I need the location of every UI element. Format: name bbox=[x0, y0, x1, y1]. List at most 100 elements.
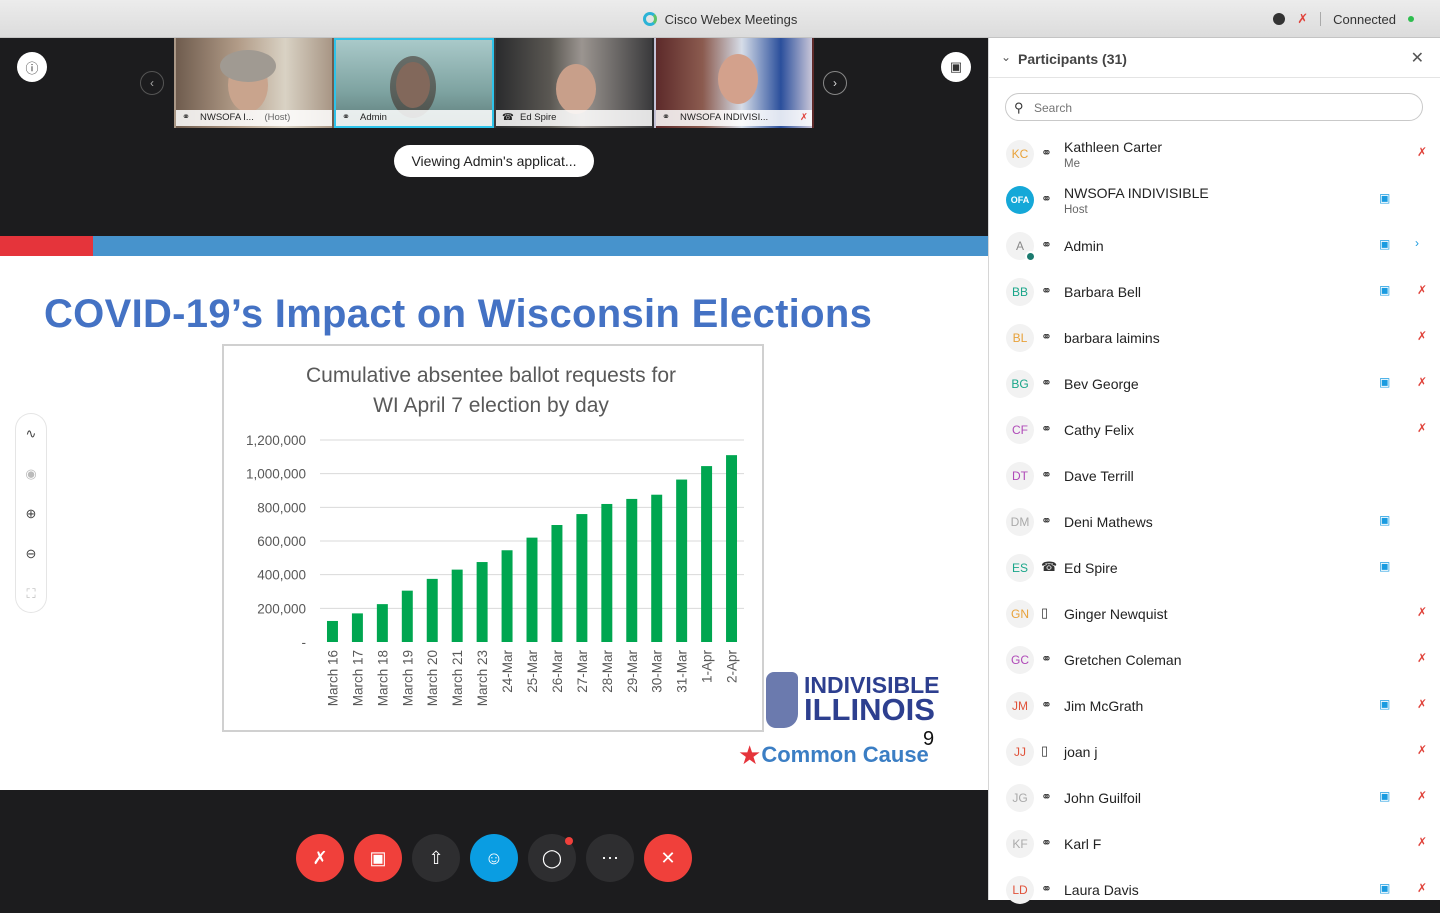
participant-row[interactable]: BB ⚭ Barbara Bell ▣ ✗ bbox=[989, 269, 1440, 315]
avatar-initials: BL bbox=[1012, 331, 1028, 345]
chat-button[interactable]: ◯ bbox=[528, 834, 576, 882]
chart-bar bbox=[476, 562, 488, 642]
chart-bar bbox=[701, 466, 713, 642]
slide-accent-red bbox=[0, 236, 93, 256]
mic-muted-icon[interactable]: ✗ bbox=[1417, 835, 1428, 849]
participant-name: Karl F bbox=[1064, 836, 1102, 852]
close-icon: ✕ bbox=[660, 847, 676, 868]
network-icon[interactable] bbox=[1273, 13, 1286, 25]
phone-icon: ☎ bbox=[502, 112, 514, 123]
layout-icon: ▣ bbox=[949, 59, 963, 74]
avatar: ES bbox=[1006, 554, 1034, 582]
video-thumbnail-active[interactable]: ⚭ Admin bbox=[334, 38, 494, 128]
avatar-initials: DT bbox=[1012, 469, 1028, 483]
share-button[interactable]: ⇧ bbox=[412, 834, 460, 882]
video-thumbnail[interactable]: ⚭ NWSOFA I... (Host) bbox=[174, 38, 334, 128]
mobile-icon: ▯ bbox=[1041, 605, 1049, 620]
chart-y-tick-label: 600,000 bbox=[257, 534, 306, 549]
participant-row[interactable]: A ⚭ Admin ▣ › bbox=[989, 223, 1440, 269]
more-options-button[interactable]: ⋯ bbox=[586, 834, 634, 882]
chart-x-tick-label: 2-Apr bbox=[725, 649, 740, 683]
connection-status: Connected bbox=[1333, 11, 1396, 27]
divider bbox=[1320, 12, 1322, 26]
participant-row[interactable]: BL ⚭ barbara laimins ✗ bbox=[989, 315, 1440, 361]
mic-muted-icon[interactable]: ✗ bbox=[1417, 789, 1428, 803]
mic-muted-icon[interactable]: ✗ bbox=[1417, 329, 1428, 343]
presence-icon bbox=[1025, 251, 1036, 262]
participant-row[interactable]: GN ▯ Ginger Newquist ✗ bbox=[989, 591, 1440, 637]
chart-bar bbox=[651, 494, 663, 642]
headset-icon: ⚭ bbox=[1041, 329, 1052, 344]
avatar: KC bbox=[1006, 140, 1034, 168]
participant-row[interactable]: KF ⚭ Karl F ✗ bbox=[989, 821, 1440, 867]
avatar: BG bbox=[1006, 370, 1034, 398]
video-thumbnail[interactable]: ⚭ NWSOFA INDIVISI... ✗ bbox=[654, 38, 814, 128]
chart-x-tick-label: March 18 bbox=[375, 650, 390, 706]
participant-name: Bev George bbox=[1064, 376, 1139, 392]
stop-video-button[interactable]: ▣ bbox=[354, 834, 402, 882]
headset-icon: ⚭ bbox=[1041, 697, 1052, 712]
search-input[interactable] bbox=[1034, 98, 1404, 118]
chart-x-tick-label: March 20 bbox=[425, 650, 440, 706]
participant-row[interactable]: ES ☎ Ed Spire ▣ bbox=[989, 545, 1440, 591]
participant-row[interactable]: KC ⚭ Kathleen Carter Me ✗ bbox=[989, 131, 1440, 177]
thumbnail-name: NWSOFA I... bbox=[200, 112, 254, 123]
avatar-initials: JJ bbox=[1014, 745, 1026, 759]
leave-meeting-button[interactable]: ✕ bbox=[644, 834, 692, 882]
mic-muted-icon[interactable]: ✗ bbox=[1417, 375, 1428, 389]
chart-bar bbox=[451, 569, 463, 642]
participant-search[interactable]: ⚲ bbox=[1005, 93, 1423, 121]
fit-screen-icon[interactable]: ⛶ bbox=[26, 586, 36, 601]
window-title: Cisco Webex Meetings bbox=[0, 12, 1440, 27]
participant-row[interactable]: GC ⚭ Gretchen Coleman ✗ bbox=[989, 637, 1440, 683]
participant-name: Deni Mathews bbox=[1064, 514, 1153, 530]
chart-bar bbox=[426, 578, 438, 642]
participant-row[interactable]: CF ⚭ Cathy Felix ✗ bbox=[989, 407, 1440, 453]
chart-y-tick-label: 200,000 bbox=[257, 601, 306, 616]
mute-button[interactable]: ✗ bbox=[296, 834, 344, 882]
mic-muted-icon[interactable]: ✗ bbox=[1417, 651, 1428, 665]
zoom-in-icon[interactable]: ⊕ bbox=[25, 506, 37, 521]
chart-y-tick-label: - bbox=[302, 635, 307, 650]
close-panel-button[interactable]: ✕ bbox=[1410, 50, 1424, 67]
participant-name: Dave Terrill bbox=[1064, 468, 1134, 484]
mic-muted-icon[interactable]: ✗ bbox=[1417, 145, 1428, 159]
search-icon: ⚲ bbox=[1014, 100, 1024, 115]
avatar-initials: DM bbox=[1010, 515, 1030, 529]
mic-muted-icon[interactable]: ✗ bbox=[1417, 881, 1428, 895]
participant-row[interactable]: OFA ⚭ NWSOFA INDIVISIBLE Host ▣ bbox=[989, 177, 1440, 223]
mic-muted-icon[interactable]: ✗ bbox=[1417, 605, 1428, 619]
participant-row[interactable]: DT ⚭ Dave Terrill bbox=[989, 453, 1440, 499]
mic-muted-icon[interactable]: ✗ bbox=[1297, 11, 1309, 26]
shared-slide: COVID-19’s Impact on Wisconsin Elections… bbox=[0, 236, 988, 790]
participant-row[interactable]: DM ⚭ Deni Mathews ▣ bbox=[989, 499, 1440, 545]
annotate-pen-icon[interactable]: ∿ bbox=[25, 426, 37, 441]
mic-muted-icon[interactable]: ✗ bbox=[1417, 421, 1428, 435]
participants-button[interactable]: ☺ bbox=[470, 834, 518, 882]
mic-muted-icon[interactable]: ✗ bbox=[1417, 697, 1428, 711]
video-icon: ▣ bbox=[1379, 789, 1391, 803]
layout-button[interactable]: ▣ bbox=[941, 52, 971, 82]
pointer-icon[interactable]: ◉ bbox=[25, 466, 37, 481]
participant-name: Jim McGrath bbox=[1064, 698, 1144, 714]
slide-accent-blue bbox=[93, 236, 988, 256]
mic-muted-icon[interactable]: ✗ bbox=[1417, 743, 1428, 757]
participant-row[interactable]: JJ ▯ joan j ✗ bbox=[989, 729, 1440, 775]
zoom-out-icon[interactable]: ⊖ bbox=[25, 546, 37, 561]
mic-muted-icon[interactable]: ✗ bbox=[1417, 283, 1428, 297]
thumbs-next-button[interactable]: › bbox=[823, 71, 847, 95]
chevron-right-icon[interactable]: › bbox=[1415, 236, 1419, 250]
info-button[interactable]: ⓘ bbox=[17, 52, 47, 82]
headset-icon: ⚭ bbox=[1041, 421, 1052, 436]
participant-row[interactable]: JM ⚭ Jim McGrath ▣ ✗ bbox=[989, 683, 1440, 729]
participant-row[interactable]: BG ⚭ Bev George ▣ ✗ bbox=[989, 361, 1440, 407]
headset-icon: ⚭ bbox=[182, 112, 190, 123]
video-thumbnail[interactable]: ☎ Ed Spire bbox=[494, 38, 654, 128]
video-icon: ▣ bbox=[1379, 513, 1391, 527]
participant-row[interactable]: LD ⚭ Laura Davis ▣ ✗ bbox=[989, 867, 1440, 913]
thumbs-prev-button[interactable]: ‹ bbox=[140, 71, 164, 95]
participant-row[interactable]: JG ⚭ John Guilfoil ▣ ✗ bbox=[989, 775, 1440, 821]
participants-panel: ⌄ Participants (31) ✕ ⚲ KC ⚭ Kathleen Cart… bbox=[988, 38, 1440, 904]
avatar: KF bbox=[1006, 830, 1034, 858]
chevron-down-icon[interactable]: ⌄ bbox=[1001, 50, 1012, 64]
